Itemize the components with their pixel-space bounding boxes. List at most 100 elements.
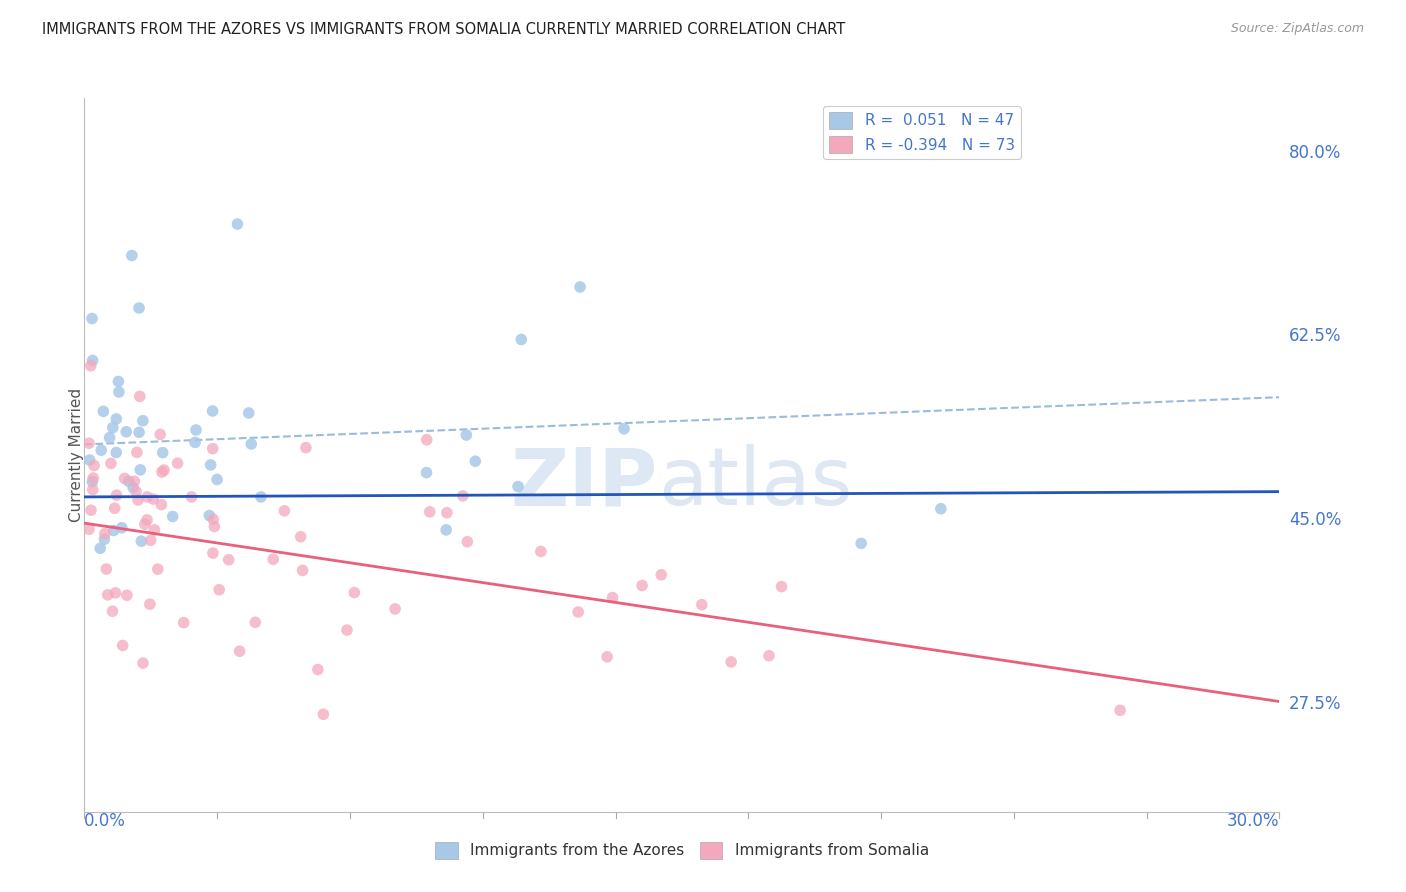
Point (111, 521, 134, 535)
Point (103, 524, 125, 538)
Point (118, 475, 141, 489)
Text: Source: ZipAtlas.com: Source: ZipAtlas.com (1230, 22, 1364, 36)
Point (613, 422, 636, 436)
Point (105, 445, 128, 459)
Point (80, 359, 103, 373)
Point (173, 615, 195, 630)
Point (82, 483, 104, 497)
Point (77, 522, 100, 536)
Point (530, 544, 553, 558)
Text: IMMIGRANTS FROM THE AZORES VS IMMIGRANTS FROM SOMALIA CURRENTLY MARRIED CORRELAT: IMMIGRANTS FROM THE AZORES VS IMMIGRANTS… (42, 22, 845, 37)
Point (131, 534, 153, 549)
Point (143, 523, 166, 537)
Point (336, 623, 359, 637)
Point (108, 384, 131, 399)
Point (129, 463, 152, 477)
Point (456, 428, 478, 442)
Point (273, 504, 295, 518)
Point (107, 375, 129, 389)
Point (90, 443, 112, 458)
Point (132, 656, 155, 670)
Point (100, 457, 122, 471)
Point (101, 420, 124, 434)
Point (201, 546, 224, 560)
Point (77, 436, 100, 450)
Point (134, 517, 156, 532)
Point (115, 588, 138, 602)
Point (415, 466, 437, 480)
Point (146, 562, 169, 576)
Point (82, 353, 104, 368)
Point (720, 655, 742, 669)
Point (104, 586, 127, 600)
Point (434, 523, 457, 537)
Point (94, 526, 117, 541)
Point (136, 513, 159, 527)
Point (849, 536, 872, 550)
Point (128, 389, 150, 403)
Point (128, 301, 150, 315)
Text: 30.0%: 30.0% (1227, 812, 1279, 830)
Point (436, 506, 458, 520)
Point (198, 508, 221, 523)
Point (105, 412, 128, 426)
Point (115, 425, 138, 439)
Point (770, 580, 793, 594)
Point (153, 463, 176, 477)
Point (91, 404, 114, 418)
Point (104, 501, 127, 516)
Point (929, 501, 952, 516)
Point (631, 578, 654, 592)
Point (80, 503, 103, 517)
Point (204, 519, 226, 533)
Point (150, 498, 173, 512)
Point (307, 663, 329, 677)
Point (201, 404, 224, 418)
Text: ZIP: ZIP (510, 444, 658, 523)
Point (96, 562, 118, 576)
Point (136, 490, 159, 504)
Point (419, 505, 441, 519)
Point (180, 490, 202, 504)
Point (510, 333, 533, 347)
Point (128, 425, 150, 440)
Point (79, 453, 101, 467)
Point (226, 217, 249, 231)
Point (451, 489, 474, 503)
Point (690, 598, 713, 612)
Point (1109, 703, 1132, 717)
Point (201, 442, 224, 456)
Point (149, 427, 172, 442)
Point (456, 534, 478, 549)
Point (312, 707, 335, 722)
Point (262, 552, 284, 566)
Point (200, 458, 222, 472)
Point (97, 588, 120, 602)
Point (228, 644, 250, 658)
Point (139, 533, 162, 548)
Point (238, 406, 260, 420)
Point (295, 441, 318, 455)
Point (82, 471, 104, 485)
Point (162, 509, 184, 524)
Y-axis label: Currently Married: Currently Married (69, 388, 83, 522)
Point (111, 639, 134, 653)
Point (125, 484, 148, 499)
Point (250, 490, 273, 504)
Point (464, 454, 486, 468)
Point (291, 563, 314, 577)
Point (150, 465, 173, 479)
Point (506, 479, 529, 493)
Point (208, 582, 231, 597)
Point (93, 532, 115, 546)
Point (80, 311, 103, 326)
Point (567, 605, 589, 619)
Point (139, 597, 162, 611)
Point (82, 475, 104, 489)
Point (218, 552, 240, 566)
Point (596, 649, 619, 664)
Point (166, 456, 188, 470)
Point (384, 602, 406, 616)
Point (89, 541, 111, 556)
Point (142, 492, 165, 507)
